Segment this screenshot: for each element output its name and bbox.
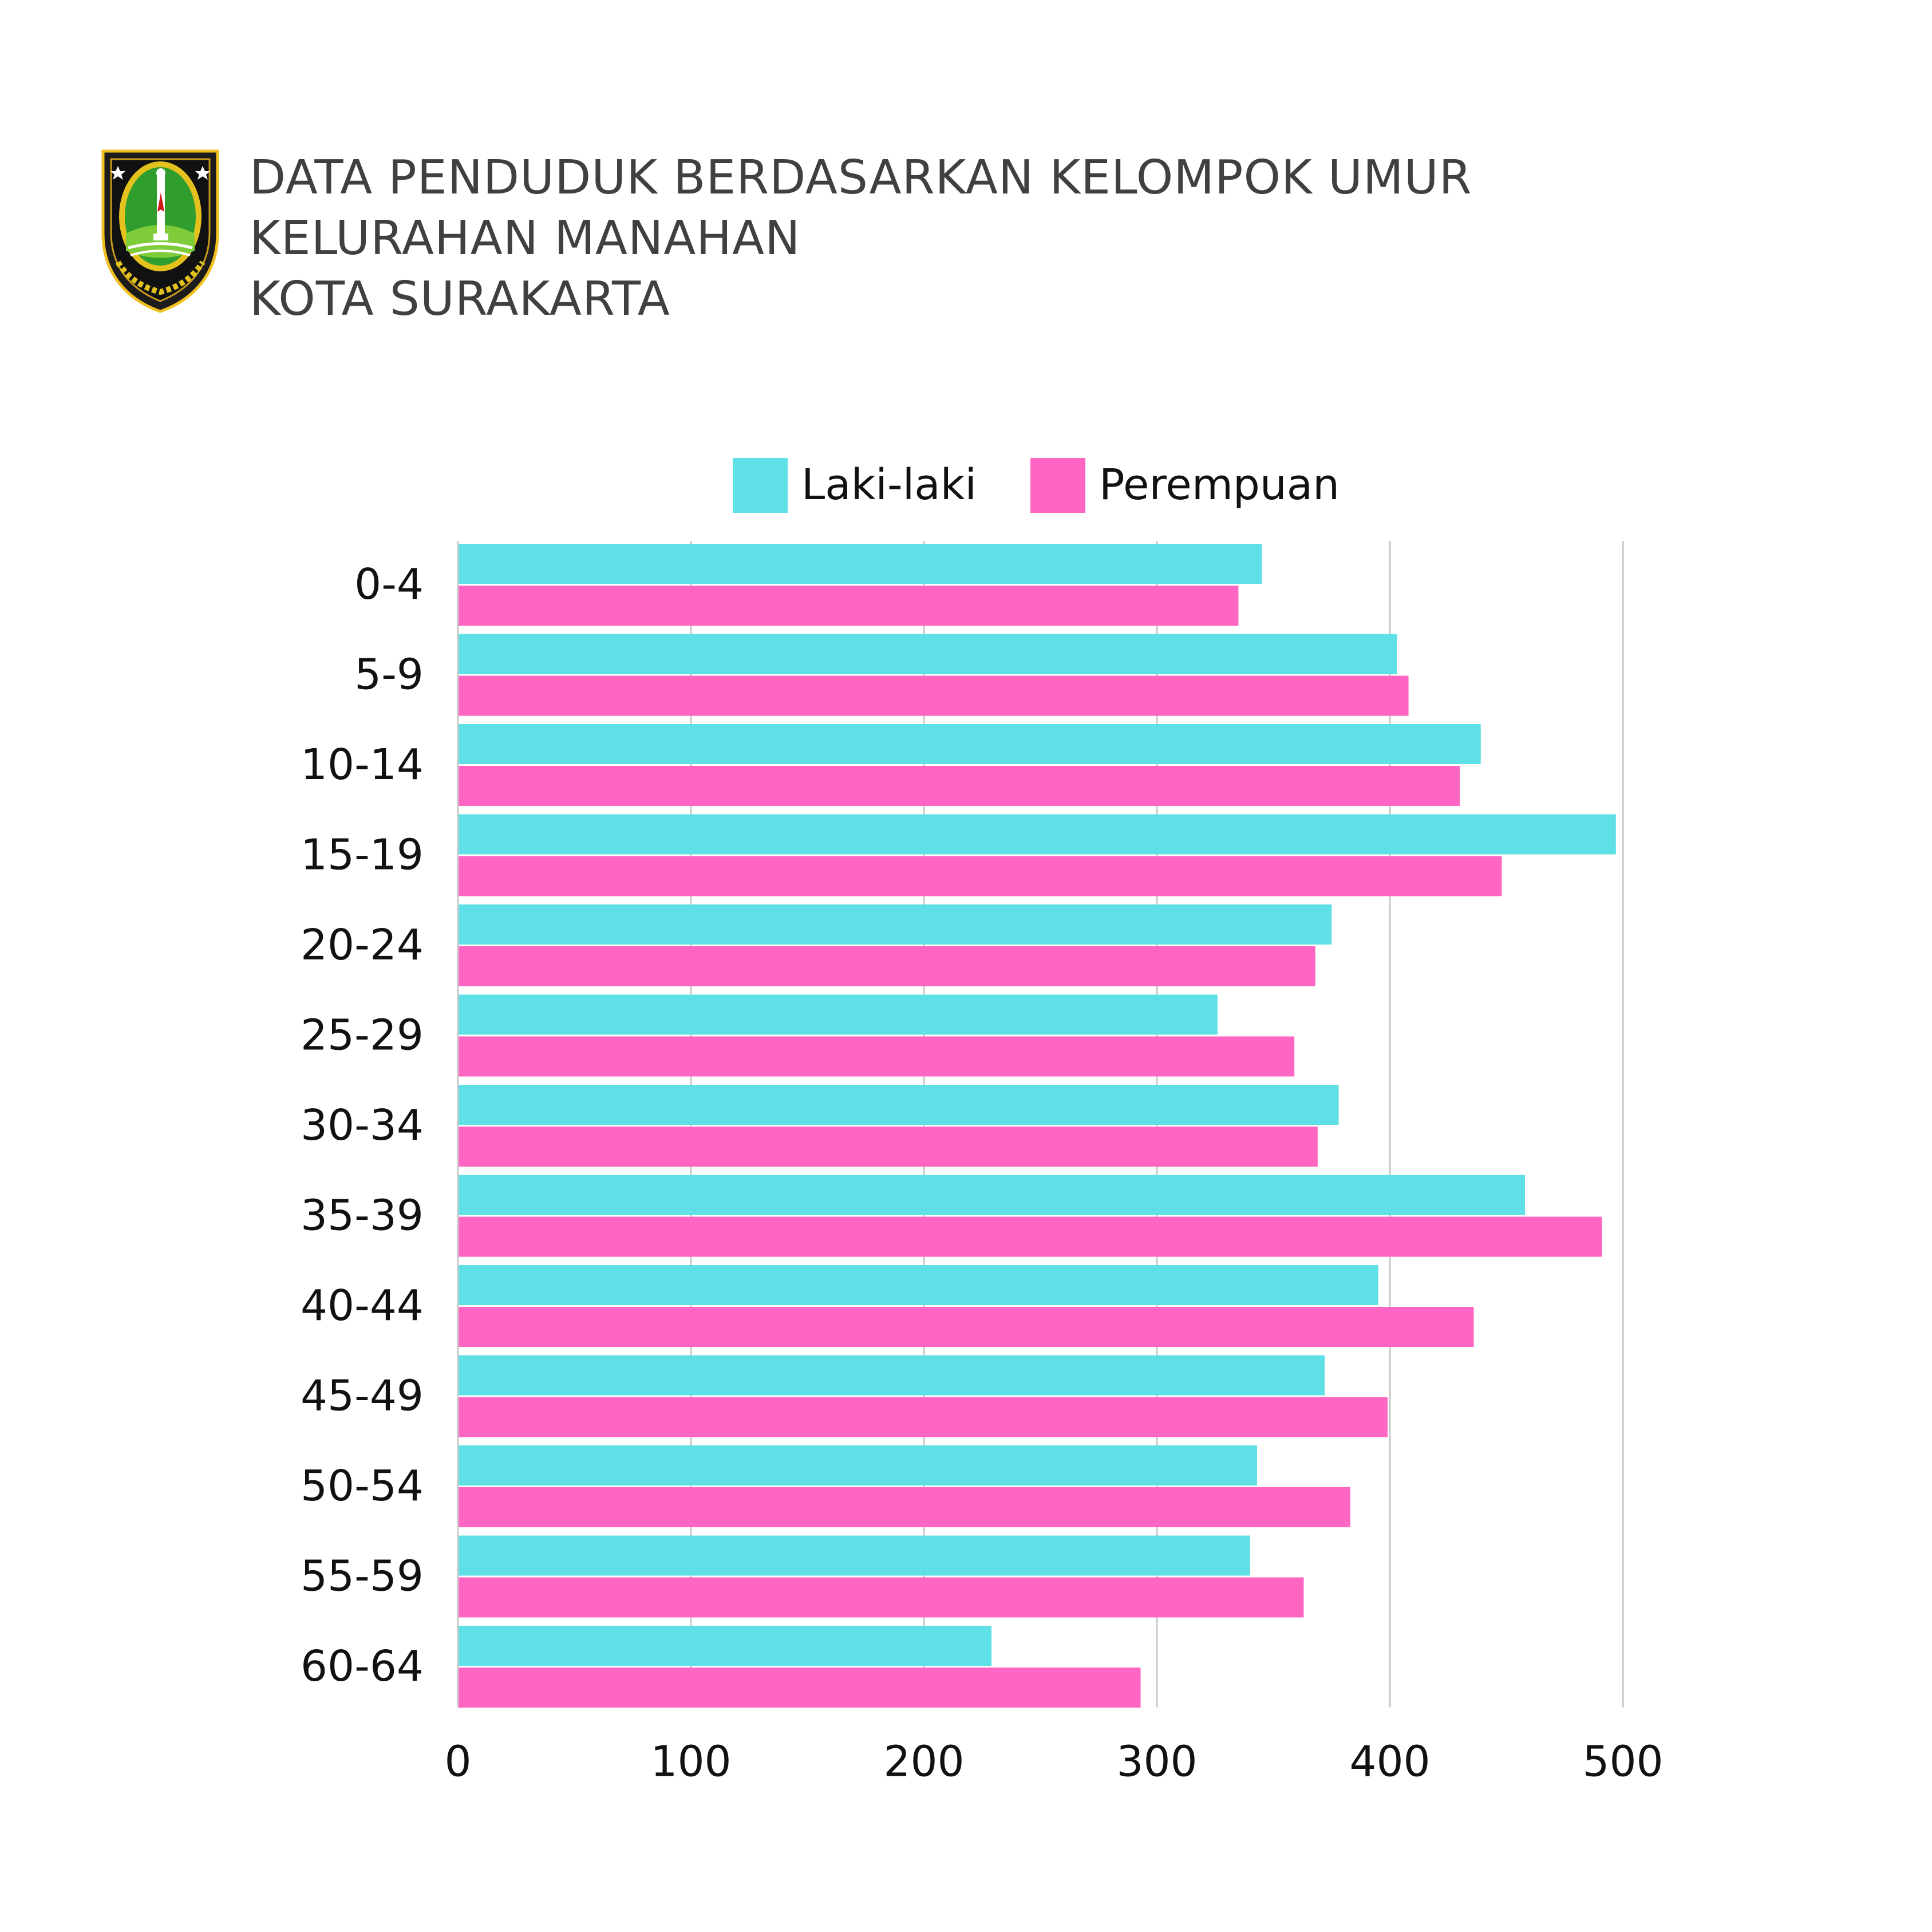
bar-laki-laki — [458, 544, 1262, 584]
y-category-label: 60-64 — [301, 1642, 424, 1691]
y-category-label: 55-59 — [301, 1552, 424, 1601]
bar-perempuan — [458, 1036, 1295, 1077]
chart-title: DATA PENDUDUK BERDASARKAN KELOMPOK UMUR … — [250, 148, 1472, 330]
bar-perempuan — [458, 946, 1315, 986]
y-category-label: 10-14 — [301, 740, 424, 789]
axes: 0 100 200 300 400 500 0-4 5-9 10-14 15-19 20-24 25-… — [301, 541, 1664, 1787]
bar-perempuan — [458, 856, 1502, 896]
bar-laki-laki — [458, 724, 1481, 764]
bar-perempuan — [458, 1487, 1350, 1527]
bar-perempuan — [458, 1307, 1474, 1347]
bar-laki-laki — [458, 1535, 1250, 1576]
x-tick-label: 0 — [444, 1737, 471, 1787]
y-category-label: 30-34 — [301, 1101, 424, 1150]
bar-perempuan — [458, 675, 1409, 716]
legend-label-laki-laki: Laki-laki — [801, 460, 977, 509]
y-category-label: 0-4 — [354, 560, 424, 609]
legend-swatch-laki-laki — [733, 458, 788, 513]
bar-perempuan — [458, 586, 1239, 626]
bar-perempuan — [458, 1577, 1304, 1618]
title-line-3: KOTA SURAKARTA — [250, 272, 670, 326]
y-category-label: 5-9 — [354, 650, 424, 700]
title-line-2: KELURAHAN MANAHAN — [250, 211, 801, 266]
city-emblem-icon — [101, 149, 219, 313]
x-tick-label: 100 — [650, 1737, 731, 1787]
x-tick-label: 400 — [1349, 1737, 1430, 1787]
y-category-label: 15-19 — [301, 831, 424, 880]
bar-perempuan — [458, 1668, 1141, 1708]
bars — [458, 544, 1616, 1708]
bar-perempuan — [458, 1127, 1318, 1167]
header: DATA PENDUDUK BERDASARKAN KELOMPOK UMUR … — [101, 148, 1589, 326]
y-category-label: 20-24 — [301, 920, 424, 970]
legend-label-perempuan: Perempuan — [1099, 460, 1340, 509]
bar-laki-laki — [458, 1626, 992, 1666]
y-category-label: 45-49 — [301, 1372, 424, 1421]
y-category-label: 40-44 — [301, 1281, 424, 1330]
y-category-label: 25-29 — [301, 1011, 424, 1060]
bar-laki-laki — [458, 1445, 1258, 1485]
bar-laki-laki — [458, 814, 1616, 855]
bar-perempuan — [458, 1216, 1602, 1257]
bar-perempuan — [458, 766, 1460, 806]
bar-laki-laki — [458, 1085, 1339, 1125]
bar-laki-laki — [458, 634, 1397, 674]
x-tick-label: 500 — [1582, 1737, 1663, 1787]
x-tick-label: 200 — [883, 1737, 964, 1787]
legend: Laki-laki Perempuan — [733, 458, 1340, 513]
legend-swatch-perempuan — [1030, 458, 1085, 513]
bar-laki-laki — [458, 1265, 1378, 1305]
y-category-label: 35-39 — [301, 1191, 424, 1240]
bar-laki-laki — [458, 994, 1218, 1035]
x-tick-label: 300 — [1116, 1737, 1197, 1787]
bar-laki-laki — [458, 1355, 1325, 1396]
bar-laki-laki — [458, 904, 1332, 945]
y-category-label: 50-54 — [301, 1461, 424, 1511]
title-line-1: DATA PENDUDUK BERDASARKAN KELOMPOK UMUR — [250, 151, 1472, 205]
bar-perempuan — [458, 1397, 1388, 1437]
bar-laki-laki — [458, 1175, 1526, 1215]
